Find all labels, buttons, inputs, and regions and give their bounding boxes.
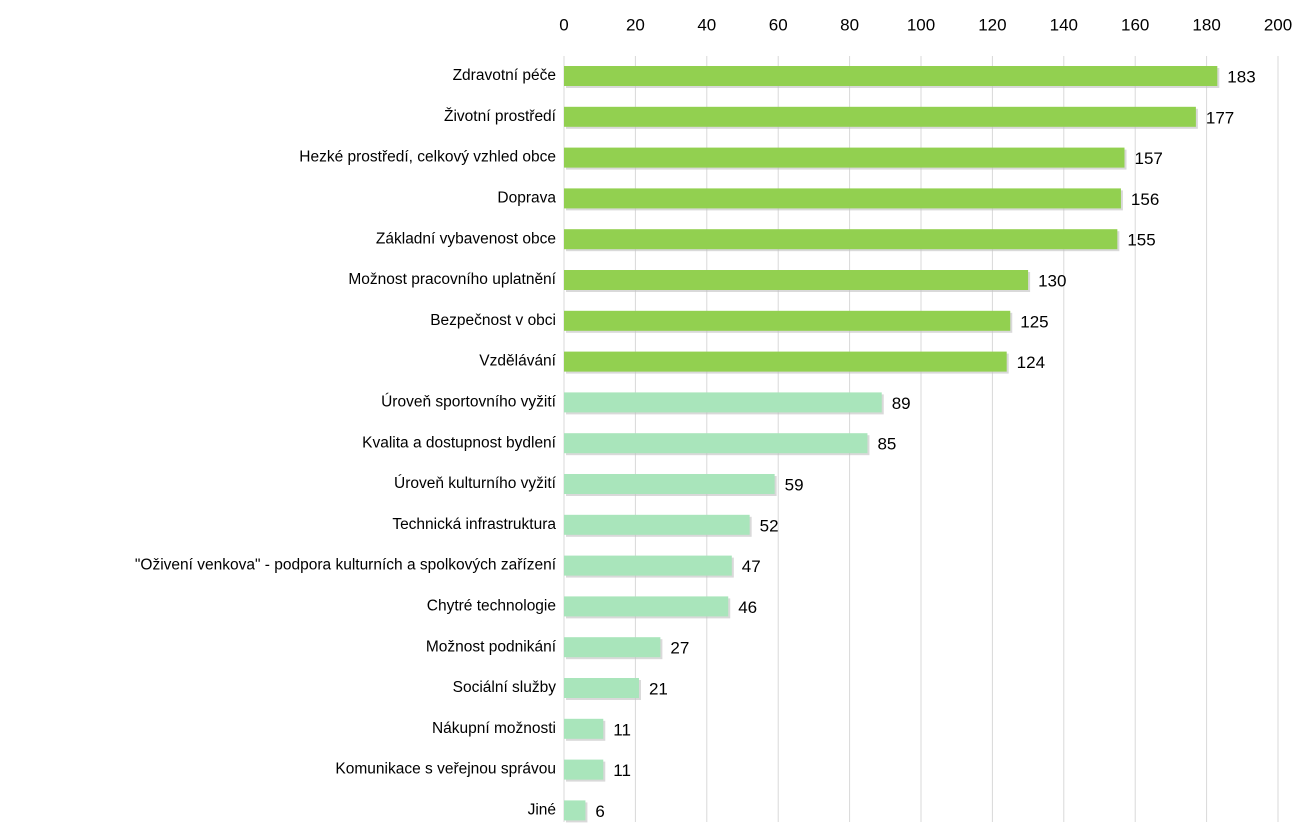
x-tick-label: 100	[907, 15, 935, 34]
y-tick-label: Možnost pracovního uplatnění	[348, 271, 556, 288]
bar	[564, 310, 1011, 331]
bar	[564, 392, 882, 413]
y-tick-label: Bezpečnost v obci	[430, 312, 556, 329]
bar	[564, 66, 1218, 86]
y-tick-label: Komunikace s veřejnou správou	[335, 761, 556, 778]
x-tick-label: 20	[626, 15, 645, 34]
bar	[564, 351, 1007, 372]
y-tick-label: Chytré technologie	[427, 597, 556, 614]
y-tick-label: Životní prostředí	[444, 108, 557, 125]
y-tick-label: Nákupní možnosti	[432, 720, 556, 737]
bar	[564, 800, 586, 821]
data-label: 11	[613, 761, 631, 780]
y-tick-label: "Oživení venkova" - podpora kulturních a…	[135, 557, 557, 574]
data-label: 21	[649, 679, 668, 698]
x-tick-label: 0	[559, 15, 568, 34]
x-tick-label: 180	[1192, 15, 1220, 34]
bar	[564, 759, 604, 780]
data-label: 177	[1206, 108, 1234, 127]
bar	[564, 433, 868, 454]
x-tick-label: 80	[840, 15, 859, 34]
y-tick-label: Doprava	[497, 189, 556, 206]
x-tick-label: 60	[769, 15, 788, 34]
y-tick-label: Úroveň sportovního vyžití	[381, 393, 557, 410]
bar	[564, 514, 750, 535]
x-tick-label: 160	[1121, 15, 1149, 34]
data-label: 27	[670, 639, 689, 658]
y-tick-label: Možnost podnikání	[426, 638, 557, 655]
data-label: 11	[613, 720, 631, 739]
bar	[564, 270, 1029, 290]
data-label: 124	[1017, 353, 1045, 372]
y-tick-label: Zdravotní péče	[453, 67, 556, 84]
x-tick-label: 120	[978, 15, 1006, 34]
bar	[564, 718, 604, 739]
x-tick-label: 40	[697, 15, 716, 34]
y-tick-label: Vzdělávání	[479, 353, 556, 370]
bar	[564, 106, 1196, 127]
data-label: 85	[877, 435, 896, 454]
data-label: 183	[1227, 67, 1255, 86]
data-label: 89	[892, 394, 911, 413]
bar	[564, 555, 732, 576]
y-tick-label: Jiné	[528, 801, 556, 818]
x-tick-label: 200	[1264, 15, 1292, 34]
data-label: 155	[1127, 231, 1155, 250]
bar	[564, 474, 775, 494]
y-tick-label: Úroveň kulturního vyžití	[394, 475, 557, 492]
data-label: 6	[595, 802, 604, 821]
data-label: 130	[1038, 271, 1066, 290]
y-tick-label: Kvalita a dostupnost bydlení	[362, 434, 557, 451]
y-tick-label: Hezké prostředí, celkový vzhled obce	[299, 149, 556, 166]
data-label: 59	[785, 475, 804, 494]
bar	[564, 678, 639, 698]
bar	[564, 188, 1121, 209]
data-label: 47	[742, 557, 761, 576]
data-label: 157	[1134, 149, 1162, 168]
data-label: 156	[1131, 190, 1159, 209]
y-tick-label: Základní vybavenost obce	[376, 230, 556, 247]
x-tick-label: 140	[1050, 15, 1078, 34]
y-tick-label: Sociální služby	[453, 679, 557, 696]
y-tick-label: Technická infrastruktura	[392, 516, 556, 533]
bar	[564, 596, 729, 617]
bar	[564, 229, 1118, 250]
data-label: 52	[760, 516, 779, 535]
data-label: 46	[738, 598, 757, 617]
data-label: 125	[1020, 312, 1048, 331]
bar	[564, 147, 1125, 168]
bar	[564, 637, 661, 658]
